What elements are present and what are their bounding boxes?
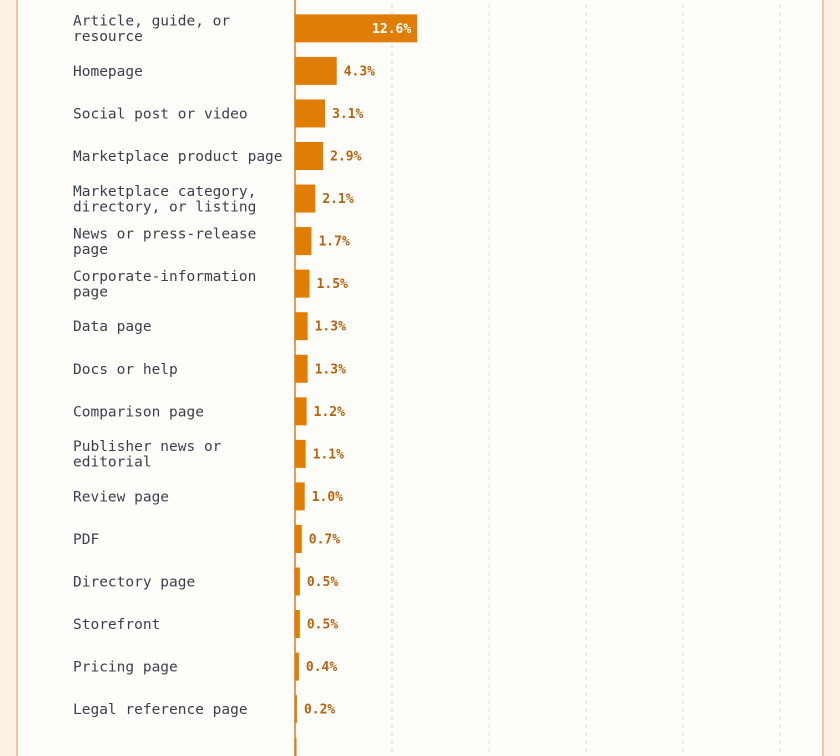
value-label: 0.4% (306, 660, 337, 675)
category-label: Marketplace category, directory, or listi… (73, 184, 256, 216)
bar (295, 397, 307, 426)
value-label: 1.1% (313, 447, 344, 462)
bar (295, 439, 306, 468)
category-label: Homepage (73, 64, 143, 80)
bar (295, 184, 316, 213)
value-label: 0.5% (307, 575, 338, 590)
value-label: 2.9% (330, 150, 361, 165)
bar (295, 227, 312, 256)
value-label: 12.6% (372, 22, 411, 37)
value-label: 2.1% (322, 192, 353, 207)
category-label: News or press-release page (73, 226, 256, 258)
bar (295, 610, 300, 639)
category-label: Comparison page (73, 404, 204, 420)
category-label: Review page (73, 489, 169, 505)
bar-chart: Article, guide, or resource 12.6% Homepage 4… (73, 0, 781, 756)
value-label: 1.3% (315, 362, 346, 377)
bar (295, 14, 418, 43)
value-label: 1.3% (315, 320, 346, 335)
category-label: Directory page (73, 575, 195, 591)
bar-layer (295, 14, 418, 756)
category-label: Marketplace product page (73, 149, 283, 165)
bar (295, 142, 324, 170)
category-label: Article, guide, or resource (73, 14, 230, 45)
bar (295, 99, 326, 128)
value-label: 3.1% (332, 107, 363, 122)
label-layer: Article, guide, or resource 12.6% Homepage 4… (73, 14, 411, 719)
value-label: 1.5% (317, 277, 348, 292)
bar (295, 354, 308, 383)
category-label: Legal reference page (73, 702, 248, 718)
bar (295, 56, 337, 85)
value-label: 1.2% (314, 405, 345, 420)
bar (295, 567, 300, 596)
bar (295, 695, 297, 724)
value-label: 0.2% (304, 703, 335, 718)
bar (295, 737, 297, 756)
value-label: 1.0% (312, 490, 343, 505)
value-label: 0.7% (309, 532, 340, 547)
category-label: PDF (73, 532, 99, 548)
category-label: Publisher news or editorial (73, 439, 222, 471)
grid-layer (294, 0, 781, 756)
value-label: 0.5% (307, 618, 338, 633)
bar (295, 524, 302, 553)
bar (295, 652, 299, 681)
value-label: 4.3% (344, 64, 375, 79)
category-label: Docs or help (73, 362, 178, 378)
category-label: Storefront (73, 617, 160, 633)
chart-card: Article, guide, or resource 12.6% Homepage 4… (16, 0, 824, 756)
bar (295, 269, 310, 298)
value-label: 1.7% (318, 235, 349, 250)
category-label: Corporate-information page (73, 269, 256, 301)
bar (295, 482, 305, 511)
category-label: Pricing page (73, 660, 178, 676)
category-label: Data page (73, 319, 152, 335)
bar (295, 312, 308, 341)
category-label: Social post or video (73, 106, 248, 122)
